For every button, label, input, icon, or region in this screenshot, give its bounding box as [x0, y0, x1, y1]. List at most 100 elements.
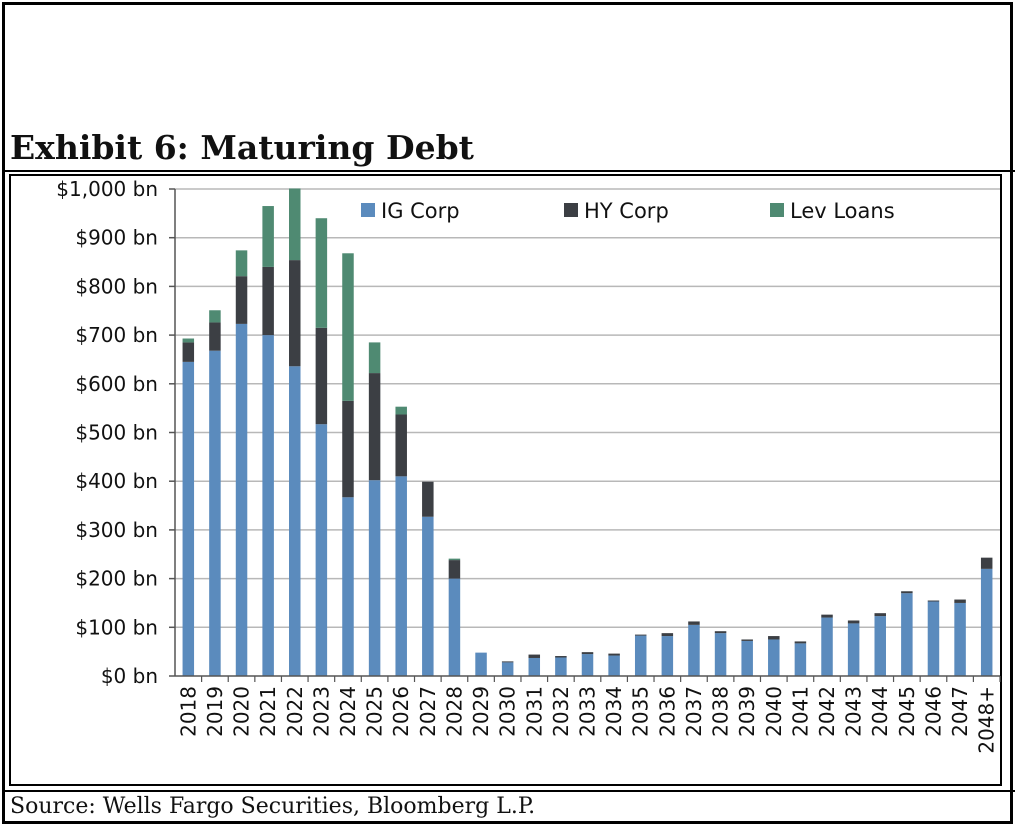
legend-label-hy-corp: HY Corp: [584, 199, 669, 223]
bar-hy-corp-2023: [315, 327, 328, 425]
bar-hy-corp-2028: [448, 560, 461, 579]
x-tick-label: 2033: [576, 686, 600, 737]
bar-hy-corp-2040: [768, 636, 780, 640]
bar-lev-loans-2020: [235, 250, 248, 277]
bar-hy-corp-2045: [901, 591, 913, 594]
bars: [182, 188, 993, 676]
bar-ig-corp-2026: [395, 476, 407, 676]
legend: IG Corp HY Corp Lev Loans: [361, 199, 895, 223]
y-tick-label: $500 bn: [75, 421, 158, 445]
y-tick-label: $400 bn: [75, 469, 158, 493]
x-tick-label: 2045: [895, 686, 919, 737]
x-tick-label: 2024: [336, 686, 360, 737]
x-tick-label: 2022: [283, 686, 307, 737]
y-tick-label: $800 bn: [75, 274, 158, 298]
y-tick-label: $300 bn: [75, 518, 158, 542]
bar-ig-corp-2044: [874, 616, 886, 676]
bar-hy-corp-2027: [422, 481, 434, 517]
chart-border: [9, 174, 1002, 786]
x-tick-label: 2040: [762, 686, 786, 737]
bar-ig-corp-2028: [448, 578, 461, 676]
x-tick-label: 2039: [735, 686, 759, 737]
bar-hy-corp-2019: [209, 322, 221, 351]
bar-ig-corp-2045: [901, 593, 913, 676]
bar-lev-loans-2023: [315, 218, 328, 328]
bar-lev-loans-2024: [342, 253, 354, 401]
bar-ig-corp-2038: [714, 633, 727, 676]
bar-hy-corp-2037: [688, 621, 700, 625]
bar-hy-corp-2038: [714, 631, 727, 634]
bar-lev-loans-2025: [368, 342, 381, 374]
bar-ig-corp-2030: [501, 662, 514, 676]
bar-ig-corp-2029: [475, 652, 487, 676]
bar-hy-corp-2036: [661, 633, 674, 637]
axes: [169, 188, 1001, 682]
bar-ig-corp-2020: [235, 323, 248, 676]
bar-hy-corp-2042: [821, 614, 833, 618]
bar-lev-loans-2022: [289, 188, 301, 261]
x-tick-label: 2031: [522, 686, 546, 737]
x-tick-labels: 2018 2019 2020 2021 2022 2023 2024 2025 2026 2027…: [176, 686, 998, 754]
bar-lev-loans-2019: [209, 310, 221, 323]
bar-ig-corp-2048plus: [980, 568, 993, 676]
bar-ig-corp-2027: [422, 516, 434, 676]
x-tick-label: 2029: [469, 686, 493, 737]
legend-swatch-lev-loans: [770, 203, 784, 217]
bar-hy-corp-2046: [927, 600, 940, 602]
bar-hy-corp-2047: [954, 599, 966, 603]
source-divider: [4, 790, 1015, 792]
bar-ig-corp-2021: [262, 335, 274, 676]
x-tick-label: 2032: [549, 686, 573, 737]
bar-hy-corp-2043: [847, 620, 860, 624]
x-tick-label: 2036: [655, 686, 679, 737]
bar-hy-corp-2033: [581, 652, 594, 655]
bar-hy-corp-2018: [182, 342, 195, 362]
bar-ig-corp-2019: [209, 350, 221, 676]
y-tick-label: $100 bn: [75, 615, 158, 639]
bar-ig-corp-2047: [954, 602, 966, 676]
bar-lev-loans-2018: [182, 338, 195, 343]
bar-hy-corp-2020: [235, 276, 248, 324]
x-tick-label: 2046: [921, 686, 945, 737]
maturing-debt-chart: $0 bn $100 bn $200 bn $300 bn $400 bn $500 bn…: [56, 177, 1001, 754]
bar-hy-corp-2039: [741, 639, 753, 641]
x-tick-label: 2043: [842, 686, 866, 737]
y-tick-label: $900 bn: [75, 226, 158, 250]
bar-ig-corp-2037: [688, 624, 700, 676]
bar-lev-loans-2026: [395, 406, 407, 415]
legend-label-lev-loans: Lev Loans: [790, 199, 895, 223]
bar-hy-corp-2026: [395, 414, 407, 477]
bar-hy-corp-2031: [528, 654, 541, 658]
bar-lev-loans-2028: [448, 558, 461, 561]
x-tick-label: 2034: [602, 686, 626, 737]
x-tick-label: 2025: [363, 686, 387, 737]
x-tick-label: 2018: [176, 686, 200, 737]
bar-ig-corp-2043: [847, 623, 860, 676]
x-tick-label: 2037: [682, 686, 706, 737]
x-tick-label: 2041: [788, 686, 812, 737]
y-tick-labels: $0 bn $100 bn $200 bn $300 bn $400 bn $500 bn…: [56, 177, 158, 688]
bar-ig-corp-2032: [555, 657, 567, 676]
bar-ig-corp-2022: [289, 366, 301, 676]
title-divider: [4, 170, 1015, 172]
x-tick-label: 2038: [709, 686, 733, 737]
bar-ig-corp-2041: [794, 643, 807, 676]
x-tick-label: 2028: [442, 686, 466, 737]
legend-label-ig-corp: IG Corp: [381, 199, 460, 223]
bar-hy-corp-2035: [634, 634, 647, 636]
x-tick-label: 2020: [230, 686, 254, 737]
x-tick-label: 2035: [629, 686, 653, 737]
x-tick-label: 2027: [416, 686, 440, 737]
bar-hy-corp-2044: [874, 613, 886, 617]
bar-hy-corp-2032: [555, 656, 567, 658]
x-tick-label: 2047: [948, 686, 972, 737]
bar-ig-corp-2046: [927, 601, 940, 676]
x-tick-label: 2044: [868, 686, 892, 737]
legend-swatch-ig-corp: [361, 203, 375, 217]
bar-lev-loans-2021: [262, 206, 274, 267]
bar-hy-corp-2030: [501, 661, 514, 663]
bar-ig-corp-2024: [342, 497, 354, 676]
bar-hy-corp-2025: [368, 373, 381, 481]
x-tick-label: 2048+: [975, 686, 999, 754]
